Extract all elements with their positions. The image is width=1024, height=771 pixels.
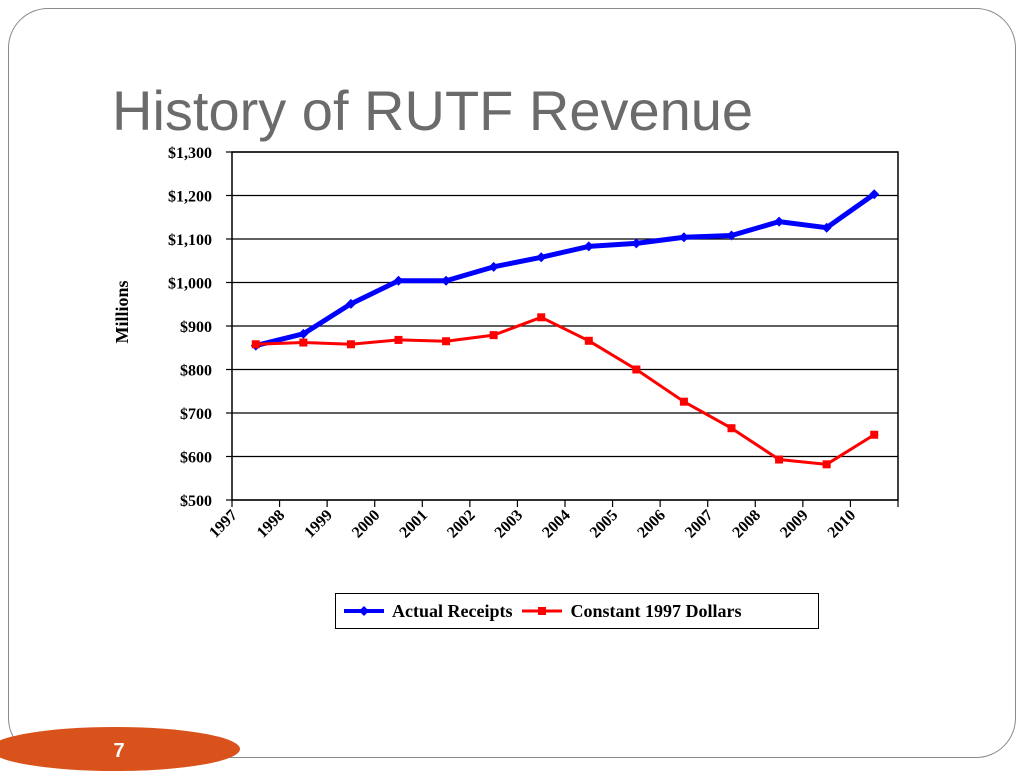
data-point [727, 424, 736, 433]
series-group [250, 189, 880, 469]
data-point [869, 189, 880, 200]
x-tick-label: 2007 [682, 507, 717, 542]
x-tick-label: 2008 [729, 507, 764, 542]
page-number-badge: 7 [0, 727, 240, 771]
x-tick-label: 1998 [254, 507, 289, 542]
gridlines [232, 151, 898, 501]
data-point [822, 460, 831, 469]
data-point [632, 365, 641, 374]
y-tick-label: $1,100 [168, 232, 212, 249]
y-tick-label: $900 [180, 319, 212, 336]
x-tick-label: 2002 [444, 507, 479, 542]
data-point [678, 232, 689, 243]
data-point [536, 252, 547, 263]
data-point [346, 340, 355, 349]
page-number: 7 [113, 739, 125, 762]
y-tick-label: $800 [180, 363, 212, 380]
legend-item-constant: Constant 1997 Dollars [522, 600, 742, 622]
data-point [774, 216, 785, 227]
legend-label-constant: Constant 1997 Dollars [570, 600, 742, 621]
data-point [393, 275, 404, 286]
y-axis-ticks: $500 $600 $700 $800 $900 $1,000 $1,100 $1,200 $1… [168, 145, 232, 510]
legend-marker-constant [522, 607, 563, 615]
slide-frame [8, 8, 1016, 758]
data-point [489, 331, 498, 340]
y-axis-label: Millions [112, 280, 132, 343]
data-point [441, 275, 452, 286]
data-point [583, 241, 594, 252]
legend-item-actual: Actual Receipts [344, 601, 512, 622]
legend-label-actual: Actual Receipts [392, 600, 513, 621]
legend-marker-actual [344, 606, 384, 616]
series-constant-1997-dollars [251, 313, 879, 469]
series-line [255, 315, 876, 466]
data-point [631, 238, 642, 249]
data-point [821, 222, 832, 233]
series-line [255, 192, 876, 349]
page-title: History of RUTF Revenue [112, 79, 754, 142]
x-tick-label: 2005 [587, 507, 622, 542]
x-tick-label: 2006 [634, 507, 669, 542]
x-tick-label: 2009 [777, 507, 812, 542]
y-tick-label: $500 [180, 493, 212, 510]
data-point [394, 335, 403, 344]
data-point [488, 261, 499, 272]
y-tick-label: $1,000 [168, 276, 212, 293]
data-point [442, 337, 451, 346]
data-point [679, 397, 688, 406]
x-tick-label: 2001 [396, 507, 431, 542]
data-point [298, 328, 309, 339]
chart-legend: Actual Receipts Constant 1997 Dollars [335, 593, 819, 629]
x-tick-label: 1999 [301, 507, 336, 542]
data-point [775, 455, 784, 464]
data-point [870, 430, 879, 439]
x-tick-label: 2010 [825, 507, 860, 542]
data-point [251, 340, 260, 349]
data-point [345, 298, 356, 309]
data-point [726, 230, 737, 241]
x-tick-label: 2003 [492, 507, 527, 542]
y-tick-label: $600 [180, 450, 212, 467]
data-point [299, 338, 308, 347]
x-tick-label: 2000 [349, 507, 384, 542]
y-tick-label: $1,300 [168, 145, 212, 162]
data-point [584, 336, 593, 345]
data-point [537, 313, 546, 322]
y-tick-label: $1,200 [168, 189, 212, 206]
x-tick-label: 1997 [206, 507, 241, 542]
x-tick-label: 2004 [539, 507, 574, 542]
y-tick-label: $700 [180, 406, 212, 423]
x-axis-ticks: 1997 1998 1999 2000 2001 2002 2003 2004 2005 2006… [206, 500, 899, 542]
